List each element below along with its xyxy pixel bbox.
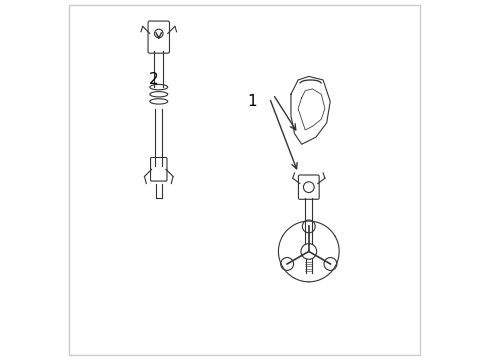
FancyBboxPatch shape [148,21,169,53]
Circle shape [302,220,315,233]
Ellipse shape [149,91,167,97]
Ellipse shape [149,99,167,104]
FancyBboxPatch shape [298,175,319,199]
FancyBboxPatch shape [150,157,166,181]
Ellipse shape [149,85,167,90]
Text: 1: 1 [246,94,256,109]
Circle shape [280,257,293,270]
Circle shape [300,244,316,259]
Circle shape [324,257,336,270]
Text: 2: 2 [148,72,158,87]
Circle shape [154,29,163,38]
Circle shape [303,182,313,193]
